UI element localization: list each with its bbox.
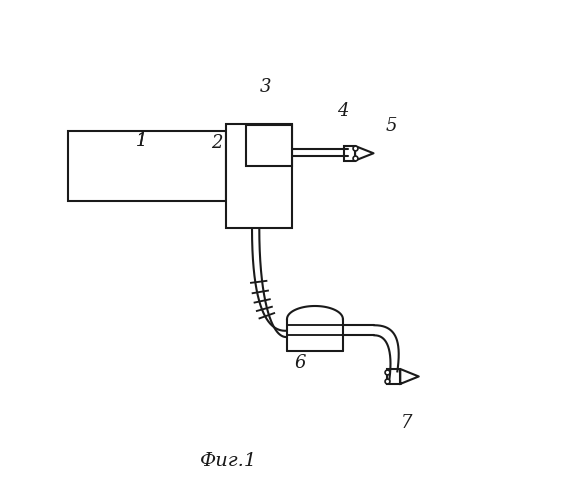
FancyBboxPatch shape [226, 124, 292, 228]
FancyBboxPatch shape [387, 369, 400, 384]
Text: 4: 4 [337, 102, 348, 120]
Text: 1: 1 [135, 132, 147, 150]
FancyBboxPatch shape [68, 131, 226, 202]
Text: 2: 2 [211, 134, 222, 152]
Text: 7: 7 [400, 414, 412, 432]
FancyBboxPatch shape [246, 125, 292, 166]
FancyBboxPatch shape [344, 146, 355, 160]
Text: 1: 1 [135, 132, 147, 150]
Text: 5: 5 [386, 117, 397, 135]
Text: Фиг.1: Фиг.1 [200, 452, 257, 470]
Text: 3: 3 [259, 78, 271, 96]
Text: 6: 6 [295, 354, 307, 372]
